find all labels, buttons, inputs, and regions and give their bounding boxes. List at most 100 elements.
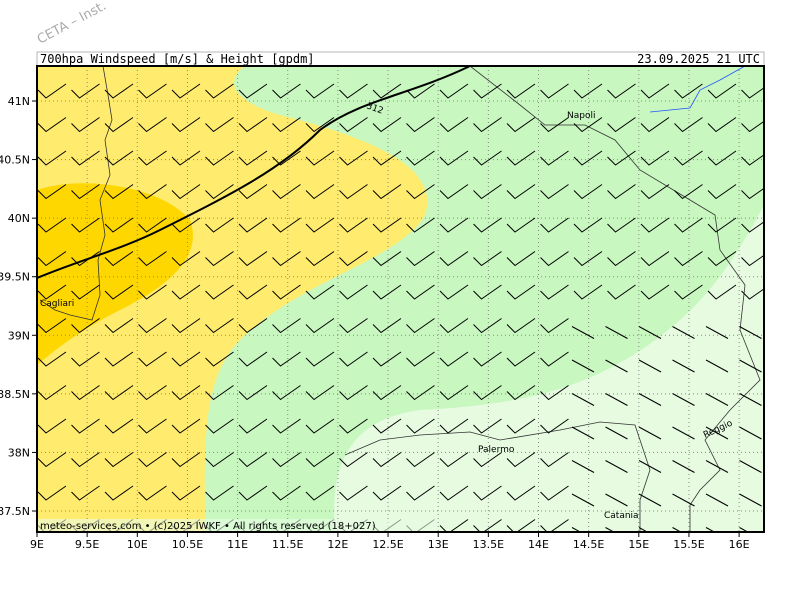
wind-barb: [672, 393, 695, 406]
wind-barb: [571, 326, 595, 339]
place-label: Cagliari: [40, 299, 74, 309]
wind-barb: [305, 318, 335, 334]
wind-barb: [171, 418, 201, 434]
wind-barb: [305, 418, 335, 434]
wind-barb: [372, 418, 402, 434]
lat-label: 38N: [8, 446, 30, 459]
wind-barb: [171, 150, 201, 166]
wind-barb: [272, 418, 301, 434]
wind-barb: [71, 418, 100, 434]
wind-barb: [305, 251, 335, 267]
wind-barb: [238, 452, 268, 468]
wind-barb: [705, 460, 729, 473]
wind-barb: [573, 150, 603, 166]
wind-barb: [638, 460, 662, 473]
wind-barb: [238, 217, 268, 233]
wind-barb: [138, 318, 167, 334]
wind-barb: [171, 251, 201, 267]
watermark: CETA – Inst.: [35, 0, 109, 48]
wind-barb: [339, 217, 368, 233]
wind-barb: [506, 318, 536, 334]
wind-barb: [138, 184, 167, 200]
wind-barb: [71, 385, 100, 401]
wind-barb: [640, 117, 670, 133]
wind-barb: [741, 154, 764, 166]
wind-barb: [674, 251, 703, 267]
wind-barb: [605, 359, 628, 373]
wind-barb: [672, 326, 695, 339]
wind-barb: [104, 217, 134, 233]
wind-barb: [37, 251, 67, 267]
wind-barb: [439, 83, 469, 99]
wind-barb: [739, 326, 762, 339]
wind-barb: [205, 452, 234, 468]
wind-barb: [406, 452, 435, 468]
wind-barb: [473, 418, 502, 434]
wind-barb: [739, 460, 762, 473]
wind-barb: [205, 418, 234, 434]
wind-barb: [138, 452, 167, 468]
wind-barb: [37, 150, 67, 166]
wind-barb: [205, 217, 234, 233]
wind-barb: [406, 385, 435, 401]
wind-barb: [473, 150, 502, 166]
wind-barb: [305, 150, 335, 166]
wind-barb: [305, 83, 335, 99]
wind-barb: [205, 351, 234, 367]
lon-label: 15.5E: [673, 538, 704, 551]
wind-barb: [406, 318, 435, 334]
wind-barb: [71, 485, 100, 501]
header-time: 23.09.2025 21 UTC: [637, 52, 760, 66]
wind-barb: [573, 284, 603, 300]
wind-barb: [674, 217, 703, 233]
wind-barb: [707, 251, 737, 267]
lon-label: 15E: [628, 538, 649, 551]
lat-label: 39.5N: [0, 271, 30, 284]
lat-label: 37.5N: [0, 505, 30, 518]
wind-barb: [506, 217, 536, 233]
wind-barb: [37, 351, 67, 367]
wind-barb: [674, 117, 703, 133]
lat-label: 38.5N: [0, 388, 30, 401]
wind-barb: [741, 288, 764, 300]
wind-barb: [741, 221, 764, 233]
wind-barb: [439, 284, 469, 300]
wind-barb: [705, 426, 729, 440]
wind-barb: [739, 426, 762, 440]
wind-barb: [473, 318, 502, 334]
wind-barb: [138, 83, 167, 99]
wind-barb: [672, 493, 695, 507]
wind-barb: [439, 117, 469, 133]
wind-barb: [37, 83, 67, 99]
wind-barb: [571, 460, 595, 473]
wind-barb: [406, 184, 435, 200]
wind-barb: [305, 184, 335, 200]
wind-barb: [707, 284, 737, 300]
wind-barb: [339, 184, 368, 200]
lon-label: 12.5E: [372, 538, 403, 551]
wind-barb: [605, 527, 615, 532]
wind-barb: [104, 117, 134, 133]
wind-barb: [707, 117, 737, 133]
wind-barb: [540, 519, 569, 532]
wind-barb: [640, 217, 670, 233]
wind-barb: [71, 184, 100, 200]
lon-label: 12E: [327, 538, 348, 551]
wind-barb: [272, 385, 301, 401]
wind-barb: [372, 150, 402, 166]
wind-barb: [104, 318, 134, 334]
wind-barb: [506, 385, 536, 401]
wind-barb: [473, 251, 502, 267]
sardinia-coast: [39, 66, 113, 321]
wind-barb: [638, 426, 662, 440]
wind-barb: [506, 351, 536, 367]
wind-barb: [540, 83, 569, 99]
wind-barb: [205, 83, 234, 99]
wind-barb: [605, 393, 628, 406]
wind-barb: [104, 284, 134, 300]
wind-barb: [573, 184, 603, 200]
wind-barb: [540, 184, 569, 200]
wind-barb: [372, 452, 402, 468]
wind-barb: [37, 184, 67, 200]
